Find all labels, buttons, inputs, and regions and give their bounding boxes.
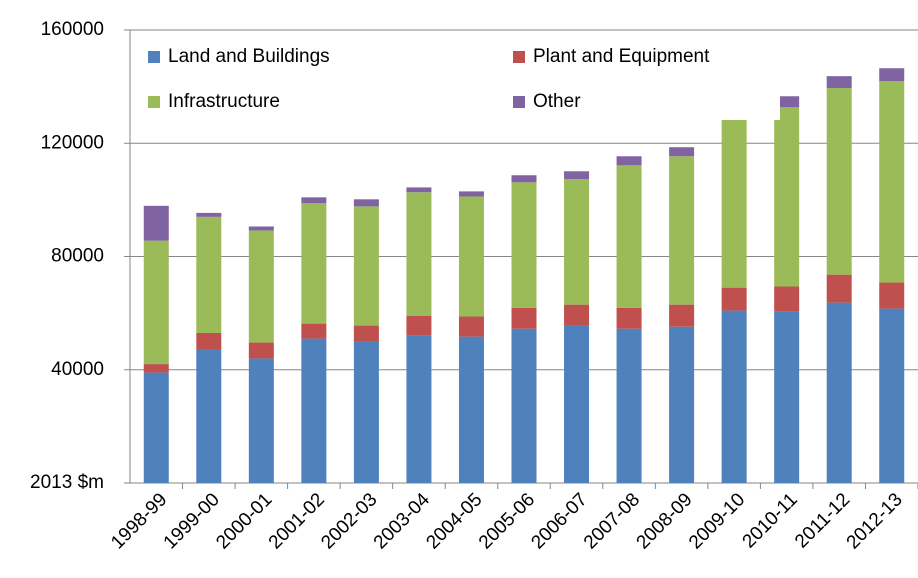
bar-segment: [301, 338, 327, 483]
x-tick-label: 2012-13: [843, 489, 907, 553]
bar-segment: [721, 310, 747, 483]
bar-segment: [248, 226, 274, 231]
bar-segment: [721, 108, 747, 288]
x-tick-label: 2010-11: [739, 489, 802, 552]
bar-segment: [774, 311, 800, 483]
bar-segment: [826, 302, 852, 483]
bar-segment: [196, 216, 222, 333]
bar-segment: [196, 332, 222, 350]
y-tick-label: 80000: [51, 246, 104, 267]
bar-segment: [669, 156, 695, 305]
bar-segment: [616, 156, 642, 166]
bar-segment: [301, 203, 327, 324]
bar-segment: [564, 304, 590, 326]
bar-segment: [406, 192, 432, 316]
bar-segment: [143, 364, 169, 373]
bar-segment: [248, 230, 274, 343]
bar-segment: [774, 286, 800, 312]
bar-segment: [669, 147, 695, 157]
x-tick-label: 2003-04: [370, 489, 434, 553]
bar-segment: [458, 336, 484, 483]
bar-segment: [669, 326, 695, 483]
y-tick-label: 120000: [41, 132, 104, 153]
x-tick-label: 2000-01: [212, 489, 276, 553]
bar-segment: [143, 240, 169, 365]
bar-segment: [458, 316, 484, 337]
y-tick-label: 160000: [41, 19, 104, 40]
legend-label: Infrastructure: [168, 91, 280, 112]
bar-segment: [879, 68, 905, 82]
x-tick-label: 2011-12: [791, 489, 854, 552]
bar-segment: [406, 335, 432, 483]
bar-segment: [826, 274, 852, 303]
bar-segment: [406, 187, 432, 193]
legend-swatch: [513, 51, 525, 63]
x-tick-label: 2008-09: [633, 489, 697, 553]
y-tick-label: 40000: [51, 359, 104, 380]
x-tick-label: 2002-03: [317, 489, 381, 553]
bar-segment: [511, 182, 537, 308]
bar-segment: [564, 171, 590, 180]
x-tick-label: 2006-07: [527, 489, 591, 553]
bar-segment: [511, 175, 537, 183]
x-tick-label: 1999-00: [160, 489, 224, 553]
bar-segment: [248, 342, 274, 359]
legend-label: Land and Buildings: [168, 46, 330, 67]
bar-segment: [353, 325, 379, 342]
legend-box: [140, 38, 780, 120]
bar-segment: [511, 307, 537, 329]
x-tick-label: 2001-02: [265, 489, 329, 553]
bar-segment: [616, 328, 642, 483]
bar-segment: [353, 341, 379, 483]
bar-segment: [564, 325, 590, 483]
bar-segment: [458, 191, 484, 197]
bar-segment: [301, 197, 327, 204]
legend-swatch: [513, 96, 525, 108]
bar-segment: [143, 205, 169, 241]
bar-segment: [353, 199, 379, 207]
bar-segment: [143, 372, 169, 483]
bar-segment: [564, 179, 590, 305]
bar-segment: [669, 304, 695, 327]
x-tick-label: 2005-06: [475, 489, 539, 553]
x-tick-label: 2009-10: [685, 489, 749, 553]
bar-segment: [616, 307, 642, 329]
bar-segment: [826, 76, 852, 89]
bar-segment: [879, 282, 905, 309]
bar-segment: [406, 315, 432, 336]
bar-segment: [196, 349, 222, 483]
bar-segment: [248, 358, 274, 483]
bar-segment: [721, 287, 747, 311]
y-tick-label: 2013 $m: [30, 472, 104, 493]
bar-segment: [879, 81, 905, 283]
bar-segment: [301, 323, 327, 339]
bar-segment: [826, 88, 852, 275]
bar-segment: [196, 212, 222, 217]
bar-segment: [879, 308, 905, 483]
legend-swatch: [148, 51, 160, 63]
legend-swatch: [148, 96, 160, 108]
bar-segment: [616, 165, 642, 308]
bar-segment: [511, 328, 537, 483]
x-tick-label: 2004-05: [422, 489, 486, 553]
legend-label: Plant and Equipment: [533, 46, 710, 67]
bar-segment: [458, 196, 484, 317]
bar-segment: [774, 107, 800, 287]
bar-segment: [774, 96, 800, 108]
legend-label: Other: [533, 91, 581, 112]
x-tick-label: 1998-99: [107, 489, 171, 553]
x-tick-label: 2007-08: [580, 489, 644, 553]
bar-segment: [353, 206, 379, 326]
